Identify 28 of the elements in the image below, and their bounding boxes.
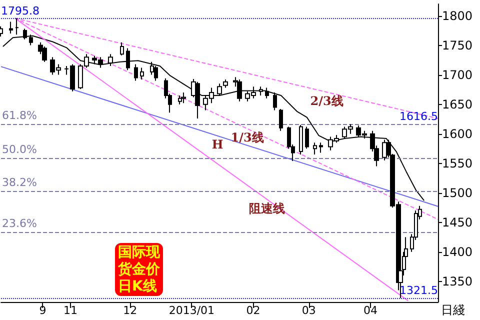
x-tick-label: 2013/01 xyxy=(168,304,215,317)
y-tick-label: 1400 xyxy=(442,244,473,259)
annotation: 2/3线 xyxy=(310,94,344,108)
x-tick-label: 12 xyxy=(123,304,138,317)
annotation: 61.8% xyxy=(2,109,37,122)
y-tick-label: 1750 xyxy=(442,38,473,52)
text: 国际现货金价日K线 xyxy=(117,244,161,294)
annotation: 38.2% xyxy=(2,176,37,190)
x-tick-label: 04 xyxy=(363,304,378,317)
annotation: H xyxy=(212,138,224,152)
annotation: 23.6% xyxy=(2,217,37,230)
y-tick-label: 1350 xyxy=(442,274,473,288)
y-tick-label: 1700 xyxy=(442,68,473,82)
x-tick-label: 02 xyxy=(246,304,260,317)
x-tick-label: 03 xyxy=(302,304,316,317)
y-tick-label: 1450 xyxy=(442,215,473,230)
x-tick-label: 11 xyxy=(64,304,78,317)
x-axis-title: 日綫 xyxy=(441,303,465,317)
y-tick-label: 1550 xyxy=(442,156,473,170)
y-tick-label: 1500 xyxy=(442,186,473,200)
annotation: 1/3线 xyxy=(230,130,264,145)
y-tick-label: 1600 xyxy=(442,126,473,141)
y-tick-label: 1650 xyxy=(442,97,473,112)
ref-line-label: 1321.5 xyxy=(400,284,438,298)
annotation: 50.0% xyxy=(2,143,37,156)
ref-line-label: 1795.8 xyxy=(1,4,40,18)
ref-line-label: 1616.5 xyxy=(400,110,438,124)
y-tick-label: 1800 xyxy=(442,8,473,23)
